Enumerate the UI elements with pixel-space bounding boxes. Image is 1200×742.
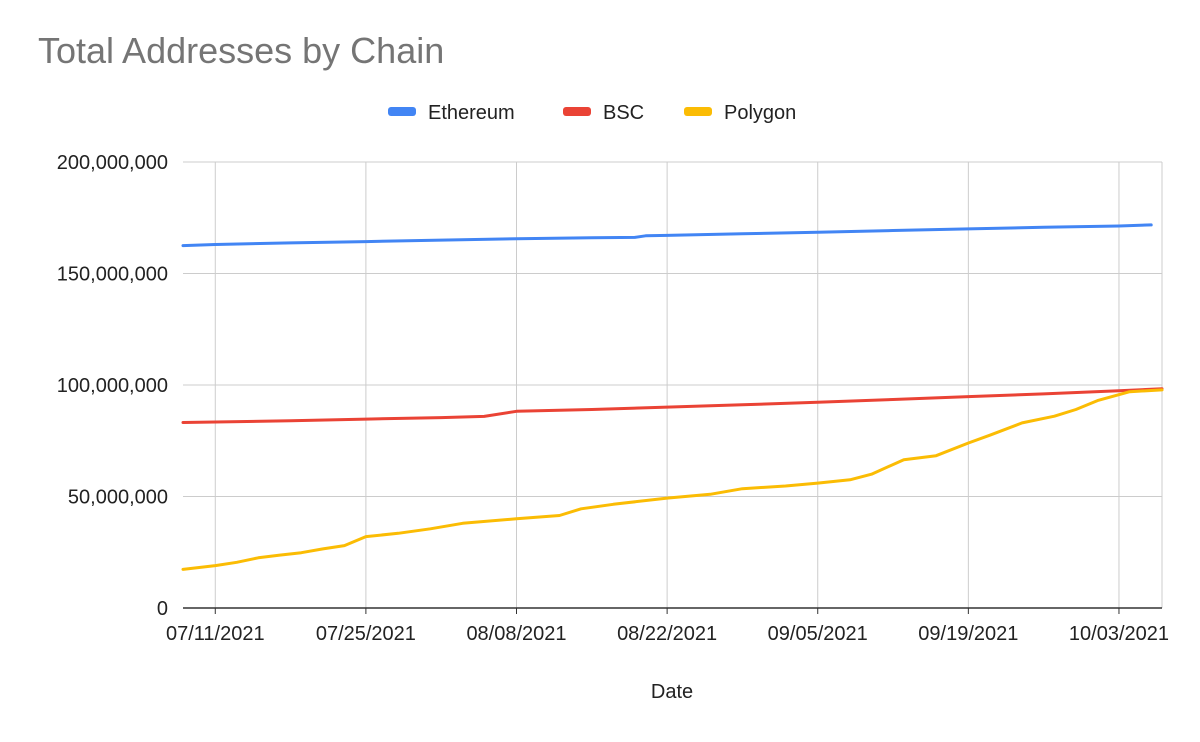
x-tick-label: 10/03/2021: [1069, 623, 1169, 645]
legend: Ethereum BSC Polygon: [388, 102, 796, 124]
x-axis-title: Date: [651, 681, 693, 703]
legend-label-polygon: Polygon: [724, 102, 796, 124]
x-tick-label: 08/08/2021: [466, 623, 566, 645]
axes: 0 50,000,000 100,000,000 150,000,000 200,000…: [57, 152, 1169, 645]
series-line-polygon: [181, 388, 1164, 571]
series-line-bsc: [181, 387, 1164, 424]
legend-swatch-ethereum: [388, 107, 416, 116]
x-tick-label: 07/11/2021: [166, 623, 265, 645]
y-tick-label: 100,000,000: [57, 375, 168, 397]
legend-label-bsc: BSC: [603, 102, 644, 124]
x-tick-label: 09/05/2021: [768, 623, 868, 645]
x-tick-label: 08/22/2021: [617, 623, 717, 645]
chart-title: Total Addresses by Chain: [38, 30, 445, 71]
series-line-ethereum: [181, 223, 1153, 248]
legend-swatch-polygon: [684, 107, 712, 116]
legend-label-ethereum: Ethereum: [428, 102, 515, 124]
series-layer: [181, 223, 1164, 571]
y-tick-label: 0: [157, 598, 168, 620]
y-tick-label: 150,000,000: [57, 264, 168, 286]
x-tick-label: 07/25/2021: [316, 623, 416, 645]
legend-swatch-bsc: [563, 107, 591, 116]
y-tick-label: 200,000,000: [57, 152, 168, 174]
y-tick-label: 50,000,000: [68, 487, 168, 509]
x-tick-label: 09/19/2021: [918, 623, 1018, 645]
